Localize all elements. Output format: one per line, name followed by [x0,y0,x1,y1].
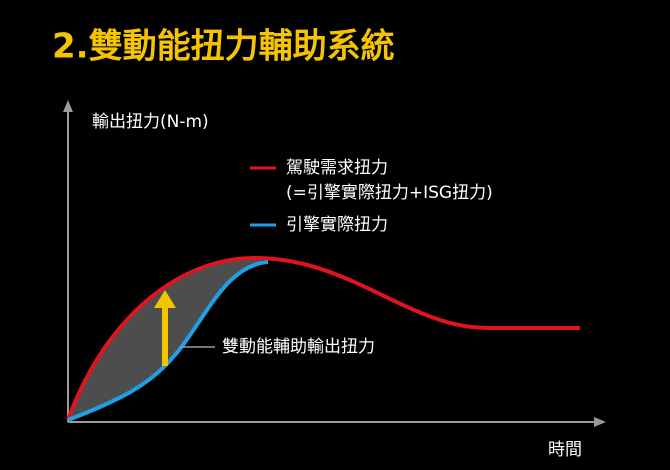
x-axis-arrow [594,417,606,427]
y-axis-arrow [63,100,73,112]
assist-arrow-head [154,290,176,308]
engine-torque-curve [67,260,269,422]
y-axis-label: 輸出扭力(N-m) [92,112,209,132]
annotation: 雙動能輔助輸出扭力 [222,337,375,357]
title: 2.雙動能扭力輔助系統 [52,27,395,67]
legend-sublabel: (=引擎實際扭力+ISG扭力) [286,183,493,203]
demand-torque-curve [66,255,580,421]
x-axis-label: 時間 [548,440,582,460]
legend-label: 駕駛需求扭力 [286,158,388,178]
legend-label: 引擎實際扭力 [286,215,388,235]
